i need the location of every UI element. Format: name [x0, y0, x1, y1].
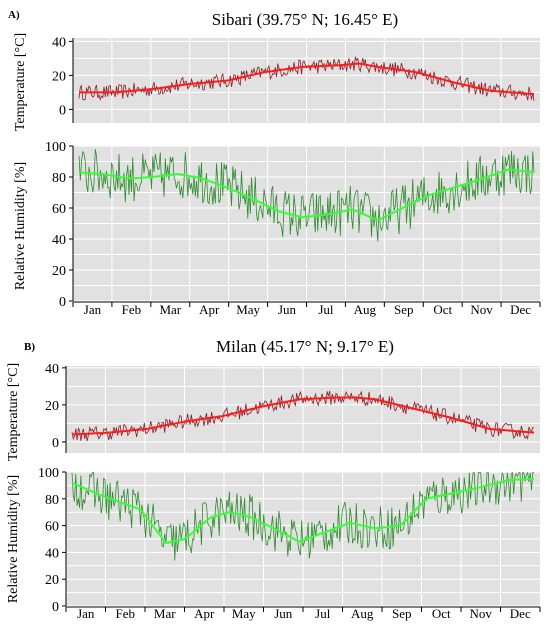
month-label: Jul [318, 302, 334, 317]
y-tick-label: 20 [52, 69, 66, 84]
month-axis-a: Jan Feb Mar Apr May Jun Jul Aug Sep Oct Nov Dec [72, 301, 541, 317]
smoothed-series-line [78, 168, 535, 221]
daily-series-line [78, 149, 535, 242]
y-axis-label: Relative Humidity [%] [6, 475, 21, 603]
milan-humidity-chart: Relative Humidity [%] 0 20 40 60 80 100 [6, 466, 540, 615]
y-axis-label: Relative Humidity [%] [13, 162, 28, 290]
y-tick-label: 40 [52, 35, 66, 50]
month-label: Feb [122, 302, 142, 317]
panel-a-letter: A) [8, 9, 20, 21]
month-label: Mar [154, 606, 176, 621]
month-label: Dec [510, 302, 531, 317]
y-axis-label: Temperature [°C] [6, 363, 21, 461]
milan-temperature-chart: Temperature [°C] 0 20 40 [6, 362, 540, 461]
month-axis-b: Jan Feb Mar Apr May Jun Jul Aug Sep Oct Nov Dec [65, 606, 541, 621]
month-label: May [232, 606, 256, 621]
month-label: Jan [77, 606, 95, 621]
y-tick-label: 20 [45, 399, 59, 414]
month-label: Dec [510, 606, 531, 621]
month-label: Apr [199, 302, 220, 317]
sibari-humidity-chart: Relative Humidity [%] 0 20 40 60 80 100 [13, 140, 540, 310]
month-label: Feb [116, 606, 136, 621]
month-label: Oct [433, 302, 452, 317]
sibari-temperature-chart: Temperature [°C] 0 20 40 [13, 33, 540, 131]
y-tick-label: 20 [45, 573, 59, 588]
y-tick-label: 0 [52, 600, 59, 615]
smoothed-series-line [79, 62, 535, 96]
y-tick-label: 20 [52, 264, 66, 279]
smoothed-series-line [71, 396, 535, 436]
y-tick-label: 0 [59, 103, 66, 118]
month-label: Nov [470, 302, 493, 317]
y-tick-label: 100 [38, 466, 59, 481]
panel-b-letter: B) [24, 341, 35, 353]
month-label: May [236, 302, 260, 317]
month-label: Aug [351, 606, 374, 621]
y-tick-label: 40 [45, 546, 59, 561]
y-tick-label: 40 [45, 362, 59, 377]
daily-series-line [71, 471, 534, 561]
y-tick-label: 0 [52, 436, 59, 451]
month-label: Oct [432, 606, 451, 621]
y-tick-label: 40 [52, 233, 66, 248]
y-axis-label: Temperature [°C] [13, 33, 28, 131]
panel-a-title: Sibari (39.75° N; 16.45° E) [212, 10, 398, 29]
month-label: Nov [470, 606, 493, 621]
smoothed-series-line [71, 477, 535, 545]
y-tick-label: 100 [45, 140, 66, 155]
month-label: Apr [194, 606, 215, 621]
y-tick-label: 60 [52, 202, 66, 217]
y-tick-label: 80 [52, 171, 66, 186]
y-tick-label: 80 [45, 493, 59, 508]
month-label: Jan [84, 302, 102, 317]
y-tick-label: 0 [59, 295, 66, 310]
month-label: Sep [392, 606, 412, 621]
panel-b-title: Milan (45.17° N; 9.17° E) [216, 337, 394, 356]
month-label: Mar [159, 302, 181, 317]
month-label: Jun [278, 302, 297, 317]
month-label: Jun [274, 606, 293, 621]
y-tick-label: 60 [45, 520, 59, 535]
month-label: Sep [394, 302, 414, 317]
month-label: Aug [354, 302, 377, 317]
month-label: Jul [315, 606, 331, 621]
